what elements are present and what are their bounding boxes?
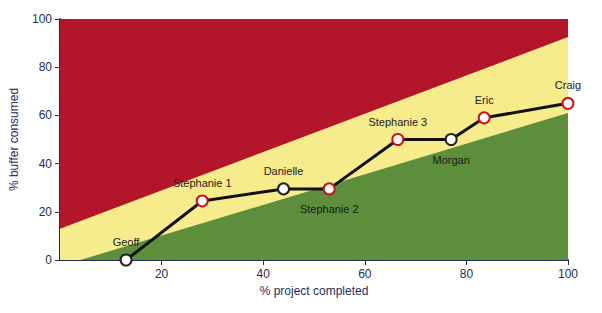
svg-text:0: 0	[45, 253, 52, 267]
svg-text:40: 40	[257, 267, 271, 281]
svg-text:Danielle: Danielle	[264, 165, 304, 177]
svg-text:20: 20	[155, 267, 169, 281]
svg-text:Eric: Eric	[475, 94, 494, 106]
svg-text:60: 60	[358, 267, 372, 281]
svg-text:Geoff: Geoff	[113, 236, 141, 248]
svg-text:Stephanie 3: Stephanie 3	[368, 116, 427, 128]
svg-text:Craig: Craig	[555, 79, 581, 91]
svg-text:60: 60	[39, 108, 53, 122]
svg-text:% buffer consumed: % buffer consumed	[7, 88, 21, 191]
svg-text:20: 20	[39, 205, 53, 219]
svg-text:40: 40	[39, 157, 53, 171]
svg-text:% project completed: % project completed	[260, 284, 369, 298]
svg-text:80: 80	[39, 60, 53, 74]
svg-text:Morgan: Morgan	[433, 154, 470, 166]
svg-text:Stephanie 2: Stephanie 2	[300, 203, 359, 215]
svg-text:100: 100	[558, 267, 578, 281]
svg-text:80: 80	[460, 267, 474, 281]
svg-text:100: 100	[32, 12, 52, 26]
svg-text:Stephanie 1: Stephanie 1	[173, 177, 232, 189]
